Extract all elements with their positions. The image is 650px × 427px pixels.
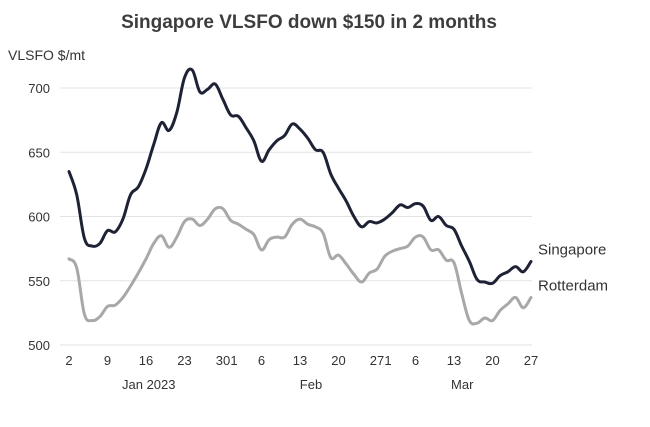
y-axis-label: VLSFO $/mt <box>8 47 85 63</box>
x-tick-label: 23 <box>177 353 191 368</box>
month-labels: Jan 2023 Feb Mar <box>122 377 474 392</box>
month-label: Jan 2023 <box>122 377 176 392</box>
x-tick-label: 16 <box>139 353 153 368</box>
gridlines <box>60 87 532 346</box>
x-tick-label: 13 <box>293 353 307 368</box>
x-tick-label: 6 <box>412 353 419 368</box>
month-label: Mar <box>451 377 474 392</box>
y-tick-label: 700 <box>28 81 50 96</box>
series-line-singapore <box>67 67 533 286</box>
x-tick-label: 27 <box>370 353 384 368</box>
series-label-singapore: Singapore <box>538 241 606 258</box>
y-tick-label: 600 <box>28 210 50 225</box>
month-label: Feb <box>300 377 322 392</box>
x-tick-label: 1 <box>230 353 237 368</box>
y-tick-label: 550 <box>28 274 50 289</box>
y-tick-labels: 500 550 600 650 700 <box>28 81 50 353</box>
x-tick-labels: 2 9 16 23 30 1 6 13 20 27 1 6 13 20 27 <box>65 353 538 368</box>
y-tick-label: 650 <box>28 145 50 160</box>
x-tick-label: 13 <box>447 353 461 368</box>
x-tick-label: 20 <box>485 353 499 368</box>
chart-title: Singapore VLSFO down $150 in 2 months <box>121 12 497 33</box>
series-label-rotterdam: Rotterdam <box>538 277 608 294</box>
y-tick-label: 500 <box>28 338 50 353</box>
x-tick-label: 6 <box>258 353 265 368</box>
x-tick-label: 30 <box>216 353 230 368</box>
series-line-rotterdam <box>67 205 533 326</box>
x-tick-label: 2 <box>65 353 72 368</box>
series-lines <box>67 67 533 326</box>
x-tick-label: 27 <box>524 353 538 368</box>
x-tick-label: 1 <box>384 353 391 368</box>
x-tick-label: 9 <box>104 353 111 368</box>
x-tick-label: 20 <box>331 353 345 368</box>
series-labels: Rotterdam Singapore <box>538 241 608 294</box>
